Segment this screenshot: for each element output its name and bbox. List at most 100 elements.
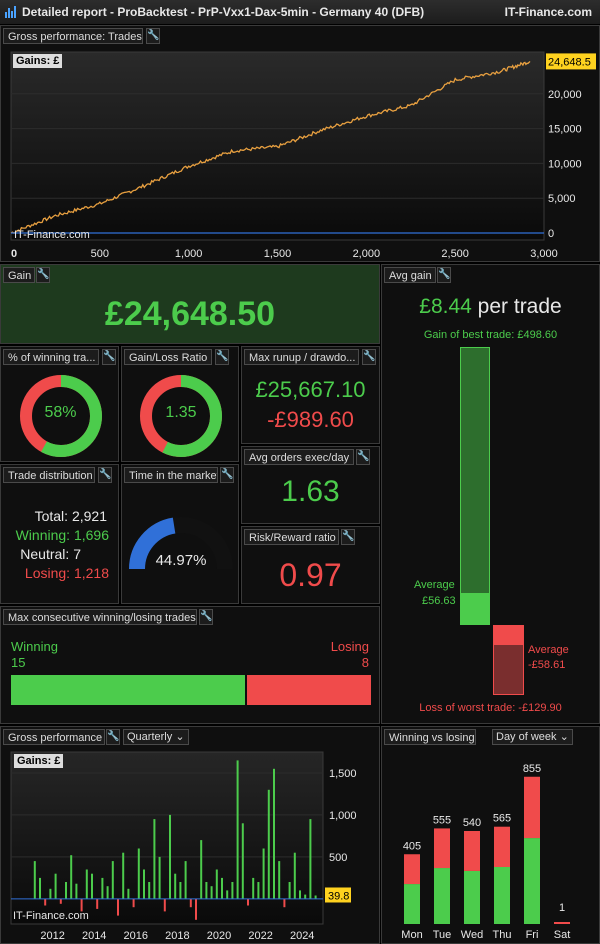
avg-win-label: Average [414, 579, 455, 591]
quarterly-bar [117, 898, 119, 916]
last-value-label: 24,648.5 [548, 56, 591, 68]
best-trade-label: Gain of best trade: £498.60 [423, 329, 558, 341]
risk-reward-settings-button[interactable]: 🔧 [341, 529, 355, 545]
quarterly-bar [210, 886, 213, 899]
day-total-label: 540 [463, 817, 481, 829]
winning-label: Winning: [15, 527, 71, 543]
gross-perf-period-dropdown[interactable]: Quarterly ⌄ [123, 729, 189, 745]
y-tick-label: 15,000 [548, 124, 582, 136]
trade-dist-losing-row: Losing: 1,218 [25, 565, 109, 581]
trade-dist-settings-button[interactable]: 🔧 [98, 467, 112, 483]
gain-loss-settings-button[interactable]: 🔧 [215, 349, 229, 365]
runup-value: £25,667.10 [255, 377, 366, 402]
avg-gain-suffix: per trade [477, 295, 562, 318]
quarterly-bar [304, 894, 307, 899]
y-tick-label: 5,000 [548, 193, 576, 205]
time-market-settings-button[interactable]: 🔧 [220, 467, 234, 483]
quarterly-bar [314, 895, 317, 899]
gain-title: Gain [3, 267, 35, 283]
window-titlebar: Detailed report - ProBacktest - PrP-Vxx1… [0, 0, 600, 25]
window-title: Detailed report - ProBacktest - PrP-Vxx1… [22, 5, 425, 19]
x-tick-label: 0 [11, 248, 17, 260]
day-category-label: Thu [493, 929, 512, 941]
quarterly-bar [184, 861, 187, 899]
x-tick-label: 2022 [248, 930, 272, 942]
worst-trade-label: Loss of worst trade: -£129.90 [419, 702, 562, 714]
day-total-label: 555 [433, 814, 451, 826]
quarterly-bar [158, 856, 161, 899]
avg-gain-settings-button[interactable]: 🔧 [437, 267, 451, 283]
quarterly-bar [262, 848, 265, 899]
x-tick-label: 2020 [207, 930, 231, 942]
quarterly-bar [293, 852, 296, 899]
last-value-label: 39.8 [328, 890, 349, 902]
x-tick-label: 2024 [290, 930, 314, 942]
avg-win-value: £56.63 [422, 595, 456, 607]
quarterly-bar [189, 898, 192, 908]
avg-orders-settings-button[interactable]: 🔧 [356, 449, 370, 465]
quarterly-bar [226, 890, 229, 899]
day-category-label: Fri [526, 929, 539, 941]
day-total-label: 405 [403, 840, 421, 852]
gross-trades-gains-label: Gains: £ [13, 54, 63, 68]
gross-perf-settings-button[interactable]: 🔧 [106, 729, 120, 745]
runup-title: Max runup / drawdo... [244, 349, 359, 365]
max-consec-title: Max consecutive winning/losing trades [3, 609, 197, 625]
quarterly-bar [111, 861, 114, 899]
risk-reward-value: 0.97 [279, 557, 342, 593]
gain-loss-donut [140, 375, 222, 457]
winning-pct-settings-button[interactable]: 🔧 [102, 349, 116, 365]
winning-pct-panel: % of winning tra... 🔧 58% [0, 346, 119, 462]
total-value: 2,921 [71, 508, 107, 524]
gain-settings-button[interactable]: 🔧 [36, 267, 50, 283]
consec-winning-label: Winning [11, 639, 58, 654]
runup-settings-button[interactable]: 🔧 [362, 349, 376, 365]
day-category-label: Tue [433, 929, 452, 941]
max-consec-panel: Max consecutive winning/losing trades 🔧 … [0, 606, 380, 724]
gross-trades-watermark: IT-Finance.com [14, 229, 90, 241]
gross-perf-period-value: Quarterly [127, 731, 173, 743]
quarterly-bar [106, 886, 109, 899]
gross-trades-settings-button[interactable]: 🔧 [146, 28, 160, 44]
avg-orders-panel: Avg orders exec/day 🔧 1.63 [241, 446, 380, 524]
quarterly-bar [179, 882, 182, 899]
trade-dist-total-row: Total: 2,921 [35, 508, 107, 524]
x-tick-label: 1,500 [264, 248, 292, 260]
trade-dist-panel: Trade distribution 🔧 Total: 2,921 Winnin… [0, 464, 119, 604]
max-consec-settings-button[interactable]: 🔧 [199, 609, 213, 625]
chevron-down-icon: ⌄ [175, 731, 185, 743]
x-tick-label: 2,000 [353, 248, 381, 260]
winning-bar [494, 866, 510, 924]
gross-perf-title: Gross performance [3, 729, 105, 745]
day-total-label: 855 [523, 763, 541, 775]
avg-loss-bar [493, 625, 524, 645]
chart-logo-icon [5, 6, 17, 18]
quarterly-bar [247, 898, 249, 906]
quarterly-bar [174, 873, 177, 899]
gross-perf-watermark: IT-Finance.com [13, 910, 89, 922]
avg-orders-title: Avg orders exec/day [244, 449, 354, 465]
day-total-label: 565 [493, 813, 511, 825]
quarterly-bar [143, 869, 145, 899]
winning-losing-period-dropdown[interactable]: Day of week ⌄ [492, 729, 573, 745]
quarterly-bar [96, 898, 99, 909]
quarterly-bar [288, 882, 291, 899]
quarterly-bar [85, 869, 88, 899]
gain-panel: Gain 🔧 £24,648.50 [0, 264, 380, 344]
losing-bar [404, 854, 420, 885]
winning-losing-title: Winning vs losing [384, 729, 476, 745]
quarterly-bar [283, 898, 286, 908]
consec-losing-bar [246, 675, 371, 705]
avg-loss-value: -£58.61 [528, 659, 566, 671]
equity-curve-line [10, 60, 531, 234]
winning-value: 1,696 [73, 527, 109, 543]
y-tick-label: 1,500 [329, 768, 357, 780]
quarterly-bar [205, 882, 208, 899]
quarterly-bar [221, 877, 223, 899]
quarterly-bar [215, 869, 218, 899]
winning-bar [524, 838, 540, 924]
trade-dist-winning-row: Winning: 1,696 [16, 527, 109, 543]
quarterly-bar [44, 898, 47, 906]
quarterly-bar [65, 882, 67, 899]
quarterly-bar [299, 890, 301, 899]
